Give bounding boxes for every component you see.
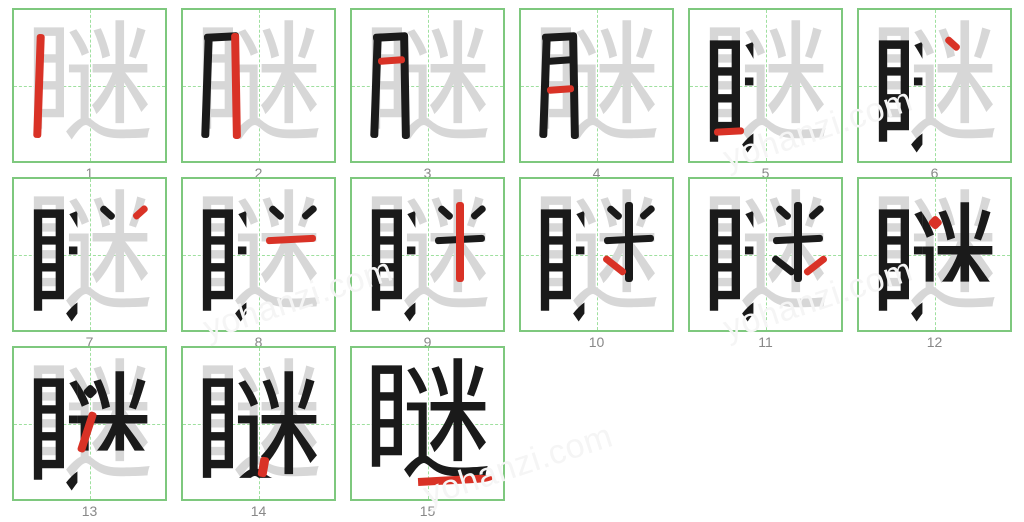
highlight-stroke	[456, 202, 464, 282]
stroke-cell: 瞇 瞇 14	[181, 346, 336, 501]
stroke-cell: 瞇 瞇 9	[350, 177, 505, 332]
stroke-order-grid: 瞇 1 瞇 2 瞇 3 瞇	[12, 8, 1016, 501]
step-number: 14	[183, 503, 334, 519]
stroke-cell: 瞇 瞇 8	[181, 177, 336, 332]
step-number: 12	[859, 334, 1010, 350]
stroke-cell: 瞇 瞇 10	[519, 177, 674, 332]
stroke-cell: 瞇 4	[519, 8, 674, 163]
stroke-cell: 瞇 3	[350, 8, 505, 163]
stroke-cell: 瞇 瞇 瞇 13	[12, 346, 167, 501]
step-number: 15	[352, 503, 503, 519]
partial-fg: 瞇	[183, 348, 334, 499]
stroke-cell: 瞇 1	[12, 8, 167, 163]
stroke-cell: 瞇 瞇 15	[350, 346, 505, 501]
stroke-cell: 瞇 瞇 11	[688, 177, 843, 332]
highlight-stroke	[714, 127, 745, 135]
stroke-cell: 瞇 瞇 6	[857, 8, 1012, 163]
step-number: 13	[14, 503, 165, 519]
step-number: 11	[690, 334, 841, 350]
highlight-stroke	[546, 85, 574, 94]
stroke-cell: 瞇 瞇 5	[688, 8, 843, 163]
stroke-cell: 瞇 瞇 7	[12, 177, 167, 332]
stroke-cell: 瞇 瞇 瞇 12	[857, 177, 1012, 332]
stroke-cell: 瞇 2	[181, 8, 336, 163]
step-number: 10	[521, 334, 672, 350]
